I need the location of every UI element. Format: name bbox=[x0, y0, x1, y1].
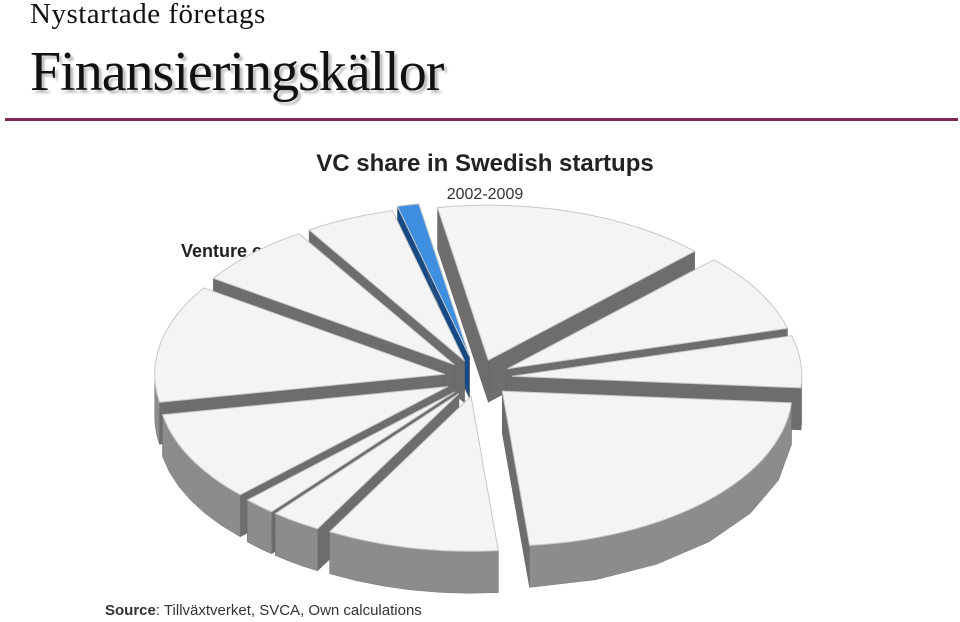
title-divider bbox=[5, 118, 958, 121]
page-title: Finansieringskällor bbox=[30, 41, 444, 103]
source-text: : Tillväxtverket, SVCA, Own calculations bbox=[155, 602, 422, 619]
chart-title: VC share in Swedish startups bbox=[316, 150, 654, 177]
pie-slice bbox=[501, 390, 792, 588]
kicker-heading: Nystartade företags bbox=[30, 0, 266, 30]
chart-subtitle: 2002-2009 bbox=[446, 186, 524, 203]
source-lead: Source bbox=[105, 602, 156, 619]
pie-slice bbox=[328, 395, 499, 594]
source-note: Source: Tillväxtverket, SVCA, Own calcul… bbox=[105, 602, 422, 619]
